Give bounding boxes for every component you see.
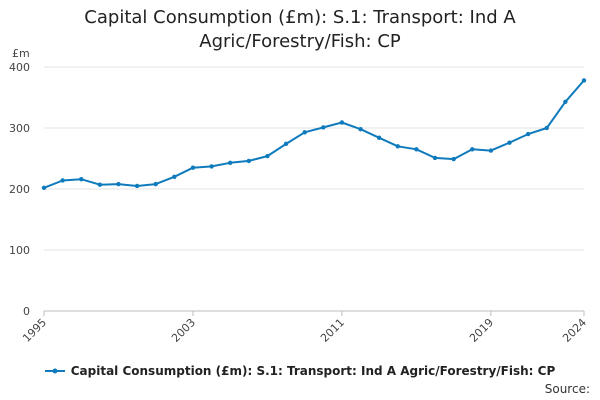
chart-title-line-2: Agric/Forestry/Fish: CP bbox=[199, 31, 401, 52]
data-point bbox=[153, 181, 158, 187]
data-point bbox=[97, 182, 103, 187]
data-point bbox=[339, 120, 345, 125]
data-point bbox=[246, 158, 252, 164]
data-point bbox=[190, 165, 196, 170]
data-point bbox=[265, 153, 270, 159]
data-point bbox=[41, 185, 47, 190]
data-point bbox=[414, 147, 419, 152]
y-tick-label: 300 bbox=[9, 122, 30, 135]
x-tick-label: 2011 bbox=[318, 316, 347, 345]
data-point bbox=[116, 181, 121, 187]
legend-series-label: Capital Consumption (£m): S.1: Transport… bbox=[70, 364, 556, 378]
y-unit-label: £m bbox=[12, 47, 30, 60]
data-point bbox=[544, 125, 549, 131]
data-point bbox=[358, 127, 363, 132]
data-point bbox=[172, 174, 177, 179]
x-tick-label: 2003 bbox=[169, 316, 198, 345]
chart-title-line-1: Capital Consumption (£m): S.1: Transport… bbox=[84, 7, 516, 28]
series-line bbox=[43, 79, 585, 189]
data-point bbox=[228, 160, 233, 165]
y-tick-label: 400 bbox=[9, 61, 30, 74]
data-point bbox=[581, 78, 587, 83]
data-point bbox=[507, 140, 512, 145]
data-point bbox=[79, 177, 84, 182]
chart-legend: Capital Consumption (£m): S.1: Transport… bbox=[40, 364, 560, 378]
data-point bbox=[321, 125, 326, 130]
data-point bbox=[60, 178, 65, 183]
data-point bbox=[470, 147, 475, 152]
data-point bbox=[432, 155, 438, 161]
data-point bbox=[376, 135, 382, 140]
data-point bbox=[134, 183, 140, 189]
x-tick-label: 1995 bbox=[20, 316, 49, 345]
data-point bbox=[451, 156, 456, 162]
source-label: Source: bbox=[544, 382, 590, 396]
y-tick-label: 200 bbox=[9, 183, 30, 196]
data-point bbox=[525, 131, 531, 137]
legend-series-marker bbox=[44, 368, 65, 373]
data-point bbox=[283, 141, 289, 147]
data-point bbox=[209, 164, 214, 169]
data-point bbox=[488, 148, 494, 153]
data-point bbox=[302, 130, 307, 135]
chart-title: Capital Consumption (£m): S.1: Transport… bbox=[40, 6, 560, 54]
y-tick-label: 100 bbox=[9, 244, 30, 257]
data-point bbox=[395, 144, 400, 149]
x-tick-label: 2024 bbox=[560, 316, 589, 345]
data-point bbox=[563, 99, 568, 104]
y-tick-label: 0 bbox=[23, 305, 30, 318]
x-tick-label: 2019 bbox=[467, 316, 496, 345]
